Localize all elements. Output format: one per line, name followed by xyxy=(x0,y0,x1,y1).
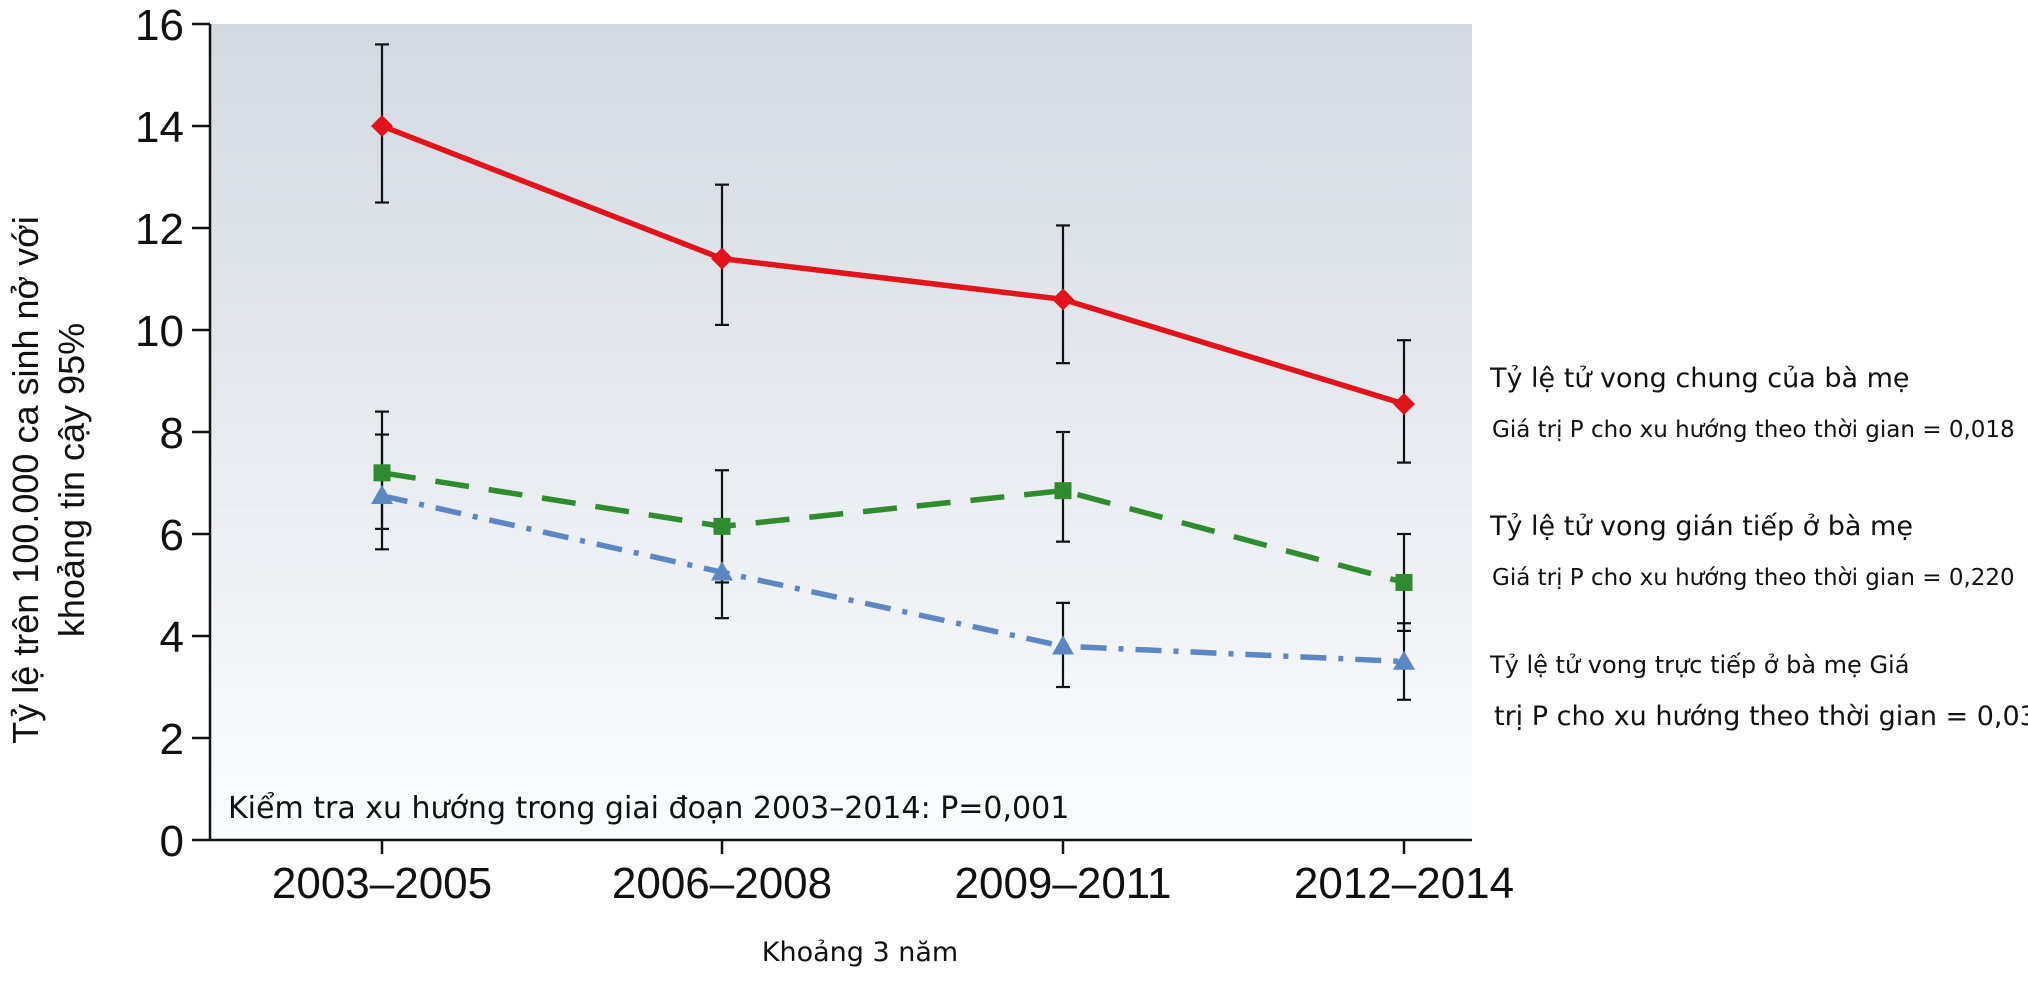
data-point-indirect xyxy=(1395,573,1413,591)
series-line-indirect xyxy=(381,470,1405,586)
y-axis-label-line-2: khoảng tin cậy 95% xyxy=(51,323,92,637)
data-point-overall xyxy=(1393,392,1415,415)
legend-overall-title: Tỷ lệ tử vong chung của bà mẹ xyxy=(1489,363,1910,394)
legend-indirect-title: Tỷ lệ tử vong gián tiếp ở bà mẹ xyxy=(1489,511,1913,542)
plot-background xyxy=(210,24,1472,840)
x-tick-label: 2003–2005 xyxy=(272,859,492,908)
y-axis-label-line-1: Tỷ lệ trên 100.000 ca sinh nở với xyxy=(5,216,46,743)
data-point-overall xyxy=(371,115,393,137)
legend-indirect-pvalue: Giá trị P cho xu hướng theo thời gian = … xyxy=(1492,565,2015,591)
legend-direct-title: Tỷ lệ tử vong trực tiếp ở bà mẹ Giá xyxy=(1489,651,1909,679)
y-tick-label: 8 xyxy=(160,409,184,458)
data-point-direct xyxy=(711,561,733,581)
x-tick-label: 2009–2011 xyxy=(955,859,1172,908)
y-tick-label: 2 xyxy=(160,715,184,764)
data-point-direct xyxy=(1393,650,1415,670)
data-point-indirect xyxy=(1054,482,1072,500)
data-point-overall xyxy=(711,247,733,270)
x-axis-label: Khoảng 3 năm xyxy=(762,937,958,968)
data-point-direct xyxy=(1052,635,1074,655)
data-point-direct xyxy=(371,484,393,504)
y-ticks: 0 2 4 6 8 10 12 14 16 xyxy=(135,1,210,866)
legend-overall-pvalue: Giá trị P cho xu hướng theo thời gian = … xyxy=(1492,417,2015,443)
y-tick-label: 12 xyxy=(135,205,184,254)
y-tick-label: 10 xyxy=(135,307,184,356)
x-tick-label: 2012–2014 xyxy=(1294,859,1514,908)
y-tick-label: 16 xyxy=(135,1,184,50)
x-tick-label: 2006–2008 xyxy=(612,859,832,908)
series-line-overall xyxy=(381,123,1405,407)
y-tick-label: 0 xyxy=(160,817,184,866)
data-point-overall xyxy=(1052,288,1074,311)
y-tick-label: 4 xyxy=(160,613,184,662)
data-point-indirect xyxy=(713,517,731,535)
series-layer xyxy=(371,43,1415,701)
y-tick-label: 14 xyxy=(135,103,184,152)
legend-direct-pvalue: trị P cho xu hướng theo thời gian = 0,03… xyxy=(1494,701,2028,732)
x-ticks: 2003–2005 2006–2008 2009–2011 2012–2014 xyxy=(272,840,1514,908)
y-tick-label: 6 xyxy=(160,511,184,560)
note-trend-test: Kiểm tra xu hướng trong giai đoạn 2003–2… xyxy=(228,790,1069,826)
series-line-direct xyxy=(381,493,1405,665)
data-point-indirect xyxy=(373,464,391,482)
